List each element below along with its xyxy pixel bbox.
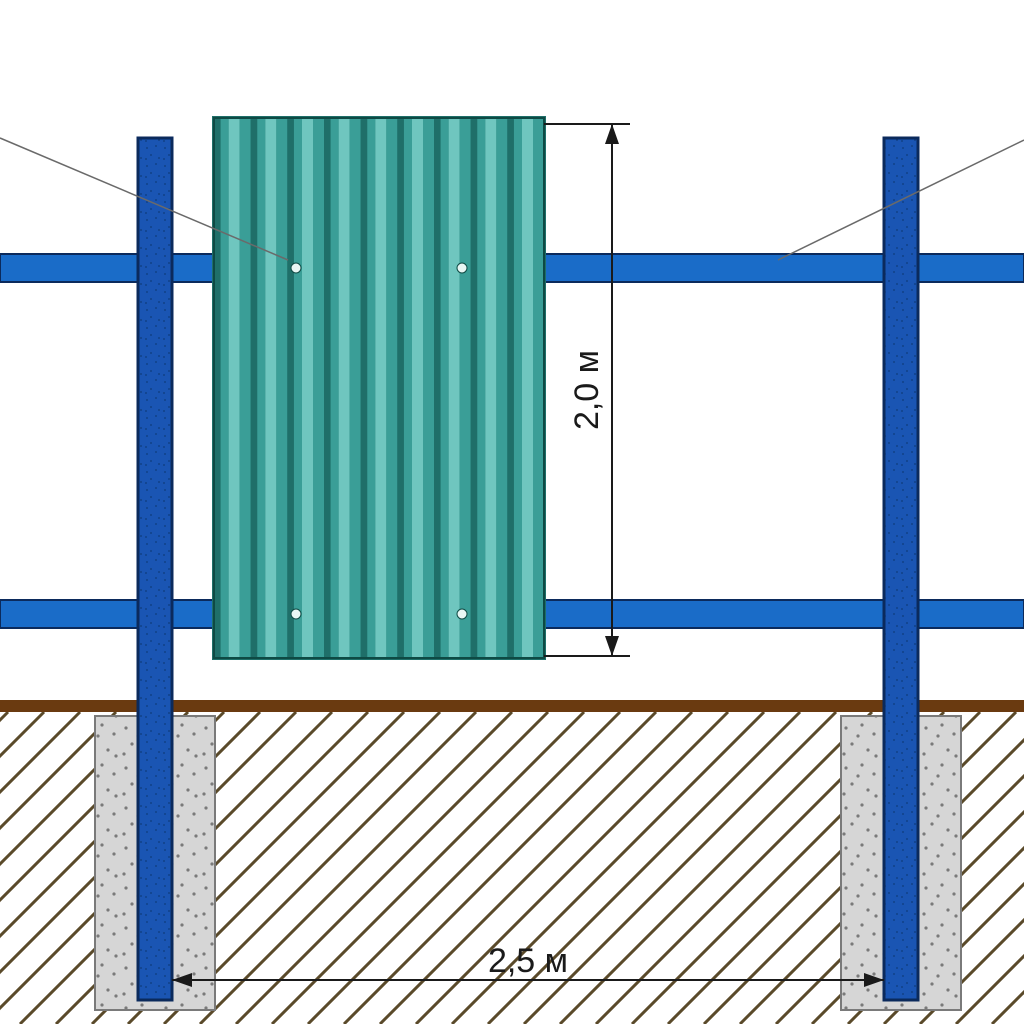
post-1	[884, 138, 918, 1000]
screw-icon	[457, 609, 467, 619]
post-0	[138, 138, 172, 1000]
profiled-sheet	[212, 116, 546, 660]
screw-icon	[291, 609, 301, 619]
span-label: 2,5 м	[488, 942, 568, 980]
height-label: 2,0 м	[568, 350, 606, 430]
screw-icon	[457, 263, 467, 273]
screw-icon	[291, 263, 301, 273]
